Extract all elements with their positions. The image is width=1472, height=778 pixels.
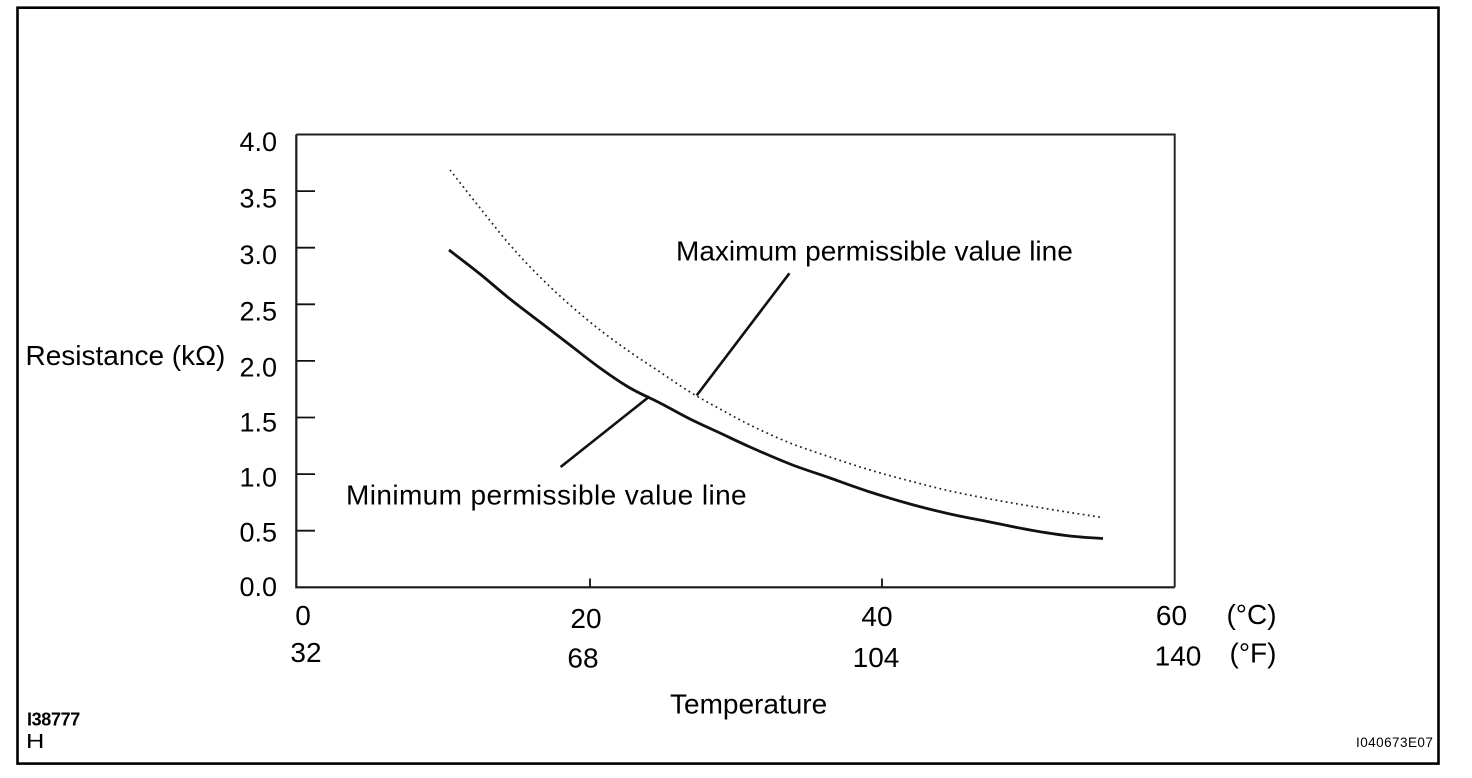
svg-text:I38777: I38777: [27, 710, 80, 730]
svg-text:20: 20: [570, 603, 601, 634]
svg-text:2.0: 2.0: [239, 353, 277, 383]
svg-text:Temperature: Temperature: [670, 689, 827, 720]
svg-text:40: 40: [861, 601, 892, 632]
svg-text:0: 0: [295, 600, 311, 631]
svg-text:4.0: 4.0: [239, 127, 277, 157]
svg-text:Maximum permissible value line: Maximum permissible value line: [676, 235, 1073, 266]
svg-text:(°C): (°C): [1226, 599, 1276, 630]
svg-text:H: H: [26, 730, 44, 753]
svg-text:1.0: 1.0: [239, 463, 277, 493]
svg-text:68: 68: [567, 643, 598, 674]
svg-text:Resistance (kΩ): Resistance (kΩ): [26, 340, 226, 371]
svg-text:104: 104: [853, 642, 900, 673]
svg-text:0.0: 0.0: [239, 572, 277, 602]
svg-text:3.0: 3.0: [239, 240, 277, 270]
svg-text:3.5: 3.5: [239, 184, 277, 214]
svg-text:60: 60: [1156, 600, 1187, 631]
svg-text:32: 32: [290, 637, 321, 668]
svg-text:Minimum permissible value line: Minimum permissible value line: [346, 479, 747, 510]
svg-text:(°F): (°F): [1230, 638, 1277, 669]
svg-text:140: 140: [1155, 641, 1202, 672]
svg-text:2.5: 2.5: [239, 297, 277, 327]
svg-text:I040673E07: I040673E07: [1356, 735, 1433, 750]
svg-text:0.5: 0.5: [239, 518, 277, 548]
svg-text:1.5: 1.5: [239, 408, 277, 438]
